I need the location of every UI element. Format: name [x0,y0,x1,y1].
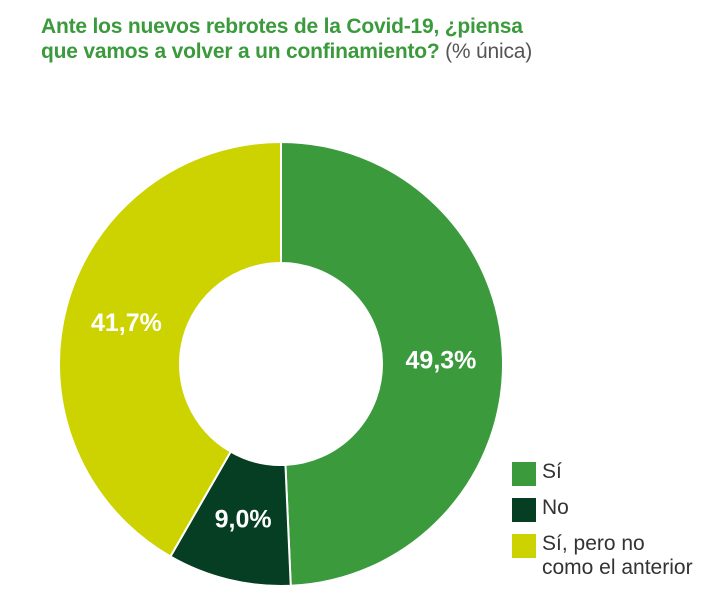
legend-label-no: No [542,496,569,520]
donut-slice-si-pero-no [58,140,282,558]
legend-swatch-si [512,462,536,486]
chart-title-line-1: Ante los nuevos rebrotes de la Covid-19,… [41,15,523,38]
data-label-no: 9,0% [215,505,272,533]
legend-item-si: Sí [512,458,712,494]
chart-title-line-2-text: que vamos a volver a un confinamiento? [41,40,440,63]
chart-legend: Sí No Sí, pero no como el anterior [512,458,712,582]
chart-title-line-2: que vamos a volver a un confinamiento? (… [41,39,701,64]
legend-swatch-si-pero-no [512,534,536,558]
data-label-si: 49,3% [406,346,477,374]
legend-label-si-pero-no-line-1: Sí, pero no [542,532,645,555]
chart-title-note: (% única) [445,40,533,63]
legend-item-si-pero-no: Sí, pero no como el anterior [512,530,712,582]
legend-label-si-pero-no: Sí, pero no como el anterior [542,532,693,580]
legend-label-no-line-1: No [542,496,569,519]
legend-item-no: No [512,494,712,530]
legend-label-si-pero-no-line-2: como el anterior [542,556,693,579]
legend-label-si: Sí [542,460,562,484]
legend-swatch-no [512,498,536,522]
donut-slice-si [280,140,504,587]
legend-label-si-line-1: Sí [542,460,562,483]
chart-title: Ante los nuevos rebrotes de la Covid-19,… [41,14,701,64]
data-label-si-pero-no: 41,7% [91,309,162,337]
